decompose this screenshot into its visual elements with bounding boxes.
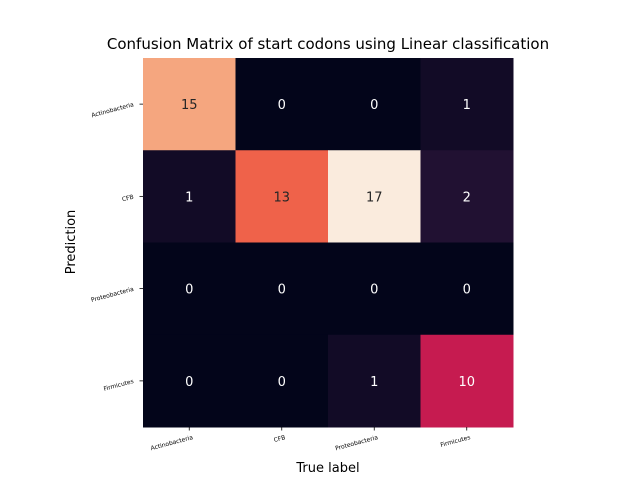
y-axis-title: Prediction [64,210,79,275]
x-tick-label: Firmicutes [440,434,472,449]
heatmap-cell [420,334,514,428]
heatmap-cell [420,58,514,151]
heatmap-cell-value: 0 [278,375,286,390]
heatmap-cell-value: 10 [458,375,475,390]
heatmap-cell [235,58,329,151]
heatmap-cell [328,242,421,336]
heatmap-cell-value: 15 [181,98,198,113]
heatmap-cell [235,334,329,428]
heatmap-cell [328,150,421,243]
chart-title: Confusion Matrix of start codons using L… [107,35,549,53]
heatmap-cell-value: 1 [463,98,471,113]
heatmap-cell-value: 17 [366,190,383,205]
heatmap-cell-value: 0 [278,98,286,113]
heatmap-cell [235,242,329,336]
y-tick-label: Firmicutes [103,378,135,393]
x-tick-label: CFB [273,434,286,444]
heatmap-cell [328,58,421,151]
heatmap-cell [143,150,236,243]
heatmap-cell-value: 0 [370,98,378,113]
heatmap-cell-value: 0 [185,283,193,298]
x-tick-label: Actinobacteria [150,434,194,452]
heatmap-cell [420,242,514,336]
heatmap-cells [143,58,514,428]
x-axis-ticks: Actinobacteria CFB Proteobacteria Firmicute… [150,427,471,452]
heatmap-cell-labels: 15 0 0 1 1 13 17 2 0 0 0 0 0 0 1 10 [181,98,475,390]
heatmap-cell [143,58,236,151]
y-tick-label: CFB [121,194,134,204]
heatmap-cell-value: 0 [185,375,193,390]
heatmap-cell [235,150,329,243]
heatmap-cell [420,150,514,243]
heatmap-cell [143,242,236,336]
heatmap-cell [143,334,236,428]
x-axis-title: True label [295,461,359,476]
x-tick-label: Proteobacteria [335,434,380,452]
heatmap-cell-value: 0 [463,283,471,298]
heatmap-cell [328,334,421,428]
heatmap-cell-value: 2 [463,190,471,205]
heatmap-cell-value: 0 [370,283,378,298]
y-tick-label: Proteobacteria [90,286,135,304]
y-axis-ticks: Actinobacteria CFB Proteobacteria Firmicute… [90,101,143,393]
heatmap-cell-value: 1 [370,375,378,390]
heatmap-cell-value: 13 [273,190,290,205]
heatmap-cell-value: 1 [185,190,193,205]
heatmap-cell-value: 0 [278,283,286,298]
y-tick-label: Actinobacteria [91,101,135,119]
